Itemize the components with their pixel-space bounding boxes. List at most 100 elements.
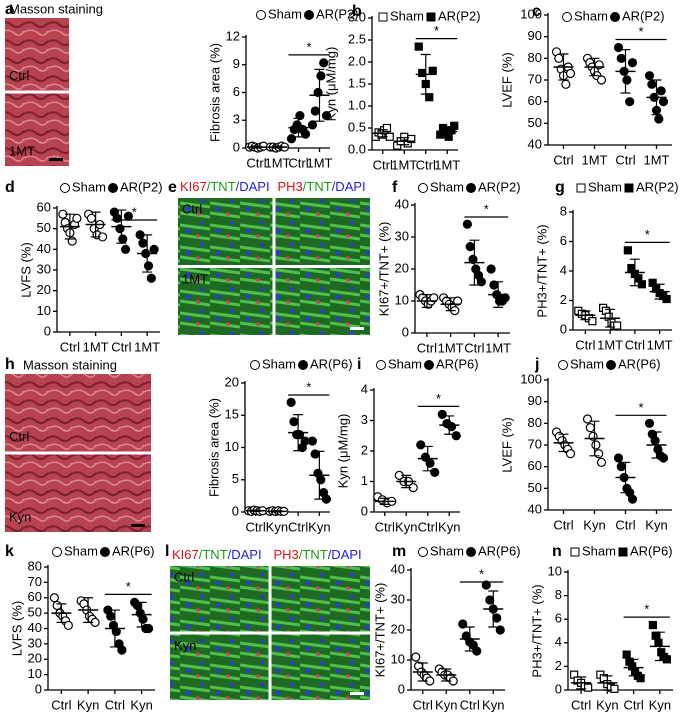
error-bar [442, 126, 453, 137]
data-point [644, 418, 655, 428]
significance-label: * [645, 227, 650, 242]
legend-label: Sham [588, 179, 622, 194]
micrograph [271, 566, 370, 632]
data-point [565, 449, 576, 459]
data-point [437, 409, 447, 419]
error-bar [417, 662, 428, 682]
legend-marker [250, 360, 260, 370]
data-point [627, 58, 638, 68]
data-point [319, 58, 329, 68]
panel-letter: i [357, 356, 361, 373]
legend-label: Sham [388, 356, 422, 371]
legend-marker [558, 360, 568, 370]
data-point [492, 613, 502, 623]
micrograph [170, 634, 269, 700]
error-bar [576, 676, 587, 690]
legend-label: Sham [72, 179, 106, 194]
error-bar [56, 603, 67, 623]
significance-label: * [434, 23, 439, 38]
error-bar [441, 668, 452, 682]
x-tick-label: 1MT [647, 337, 673, 352]
y-tick-label: 2 [361, 442, 368, 457]
x-tick-label: Ctrl [373, 157, 393, 172]
x-tick-label: Kyn [482, 697, 504, 712]
error-bar [136, 601, 147, 628]
x-tick-label: Ctrl [375, 519, 395, 534]
data-point [286, 134, 297, 144]
error-bar [445, 297, 456, 312]
image-header: KI67/TNT/DAPI [180, 179, 270, 194]
y-tick-label: 70 [28, 574, 42, 589]
significance-label: * [306, 39, 311, 54]
x-tick-label: Ctrl [60, 339, 80, 354]
x-tick-label: Kyn [266, 519, 288, 534]
error-bar [251, 145, 262, 149]
data-point [622, 75, 632, 85]
x-tick-label: Ctrl [575, 337, 595, 352]
data-point [650, 436, 660, 446]
legend-marker [624, 183, 634, 193]
y-axis-label: Fibrosis area (%) [207, 43, 222, 142]
data-point [596, 457, 607, 467]
error-bar [651, 79, 662, 116]
y-tick-label: 10 [548, 563, 562, 578]
error-bar [628, 658, 639, 677]
x-tick-label: Kyn [596, 697, 618, 712]
y-tick-label: 50 [28, 605, 42, 620]
x-tick-label: Kyn [130, 697, 152, 712]
data-point [117, 645, 127, 655]
y-tick-label: 90 [528, 393, 542, 408]
data-point [613, 42, 624, 53]
x-tick-label: 1MT [307, 155, 333, 170]
legend-marker [376, 360, 386, 370]
error-bar [444, 415, 455, 435]
data-point [647, 79, 657, 89]
data-point [382, 123, 392, 133]
micrograph [178, 198, 273, 265]
legend-label: AR(P6) [618, 356, 661, 371]
data-point [637, 280, 646, 289]
legend-marker [426, 12, 436, 22]
x-tick-label: Ctrl [416, 157, 436, 172]
y-axis-label: Kyn (μM/mg) [323, 47, 338, 122]
data-point [138, 238, 148, 248]
data-point [286, 397, 296, 407]
legend-label: AR(P6) [630, 543, 673, 558]
data-point [625, 97, 635, 107]
y-tick-label: 0 [44, 323, 51, 338]
scale-bar [131, 524, 145, 527]
panel-letter: e [168, 179, 177, 196]
y-tick-label: 40 [28, 620, 42, 635]
error-bar [90, 211, 101, 238]
error-bar [464, 626, 475, 652]
y-tick-label: 50 [37, 220, 51, 235]
y-axis-label: LVFS (%) [18, 242, 33, 297]
data-point [295, 111, 305, 121]
data-point [476, 277, 486, 287]
error-bar [493, 281, 504, 308]
legend-marker [562, 12, 572, 22]
error-bar [293, 414, 304, 452]
y-tick-label: 3.0 [348, 9, 366, 24]
y-tick-label: 20 [395, 260, 409, 275]
y-tick-label: 2.0 [348, 53, 366, 68]
y-tick-label: 15 [225, 407, 239, 422]
panel-letter: a [5, 1, 14, 18]
legend-marker [424, 360, 434, 370]
legend-marker [304, 10, 314, 20]
error-bar [654, 283, 665, 300]
image-header: KI67/TNT/DAPI [172, 547, 262, 562]
data-point [138, 614, 148, 624]
error-bar [109, 609, 120, 648]
significance-label: * [484, 201, 489, 216]
significance-label: * [644, 602, 649, 617]
micrograph [5, 18, 69, 91]
y-tick-label: 30 [28, 635, 42, 650]
y-tick-label: 80 [28, 558, 42, 573]
header-part: /TNT [199, 547, 228, 562]
x-tick-label: 1MT [582, 152, 608, 167]
x-tick-label: Ctrl [615, 152, 635, 167]
legend-label: Sham [574, 8, 608, 23]
error-bar [654, 631, 665, 662]
